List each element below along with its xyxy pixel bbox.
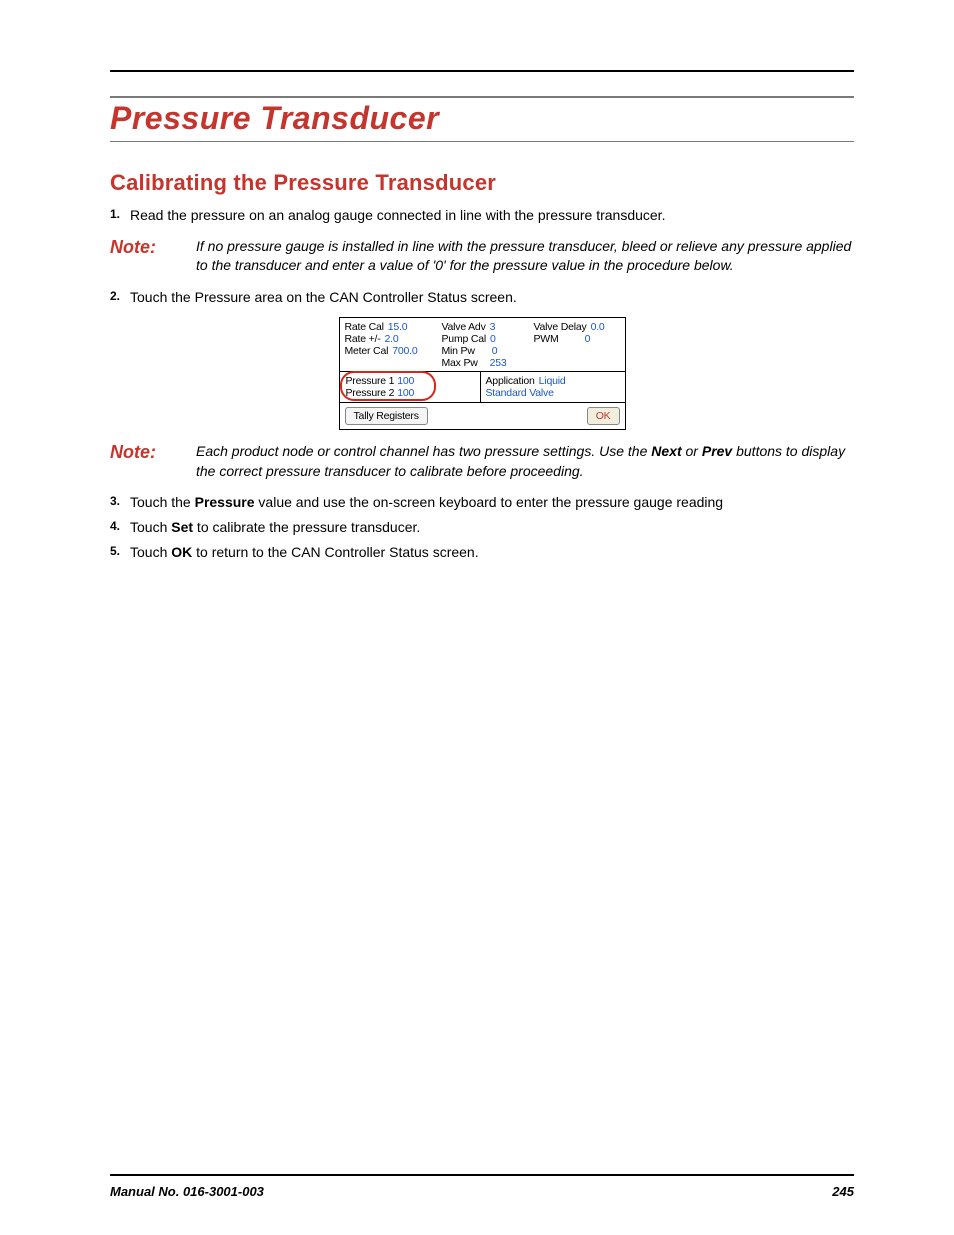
pressure-keyword: Pressure bbox=[195, 494, 255, 510]
step-number: 4. bbox=[110, 518, 130, 537]
note-text: Each product node or control channel has… bbox=[196, 443, 651, 459]
pump-cal[interactable]: Pump Cal0 bbox=[442, 333, 534, 345]
can-status-figure: Rate Cal15.0 Valve Adv3 Valve Delay0.0 R… bbox=[110, 317, 854, 430]
pressure-area[interactable]: Pressure 1100 Pressure 2100 bbox=[340, 372, 434, 402]
empty-cell bbox=[434, 372, 480, 402]
application-type[interactable]: ApplicationLiquid bbox=[486, 375, 620, 387]
page-number: 245 bbox=[832, 1184, 854, 1199]
panel-middle: Pressure 1100 Pressure 2100 ApplicationL… bbox=[340, 371, 625, 402]
max-pw[interactable]: Max Pw253 bbox=[442, 357, 534, 369]
note-label: Note: bbox=[110, 237, 196, 276]
step-3: 3. Touch the Pressure value and use the … bbox=[110, 493, 854, 512]
rate-pm[interactable]: Rate +/-2.0 bbox=[345, 333, 442, 345]
step-5: 5. Touch OK to return to the CAN Control… bbox=[110, 543, 854, 562]
empty-cell bbox=[534, 345, 626, 357]
application-area[interactable]: ApplicationLiquid Standard Valve bbox=[480, 372, 625, 402]
min-pw[interactable]: Min Pw0 bbox=[442, 345, 534, 357]
meter-cal[interactable]: Meter Cal700.0 bbox=[345, 345, 442, 357]
rate-cal[interactable]: Rate Cal15.0 bbox=[345, 321, 442, 333]
steps-part3: 3. Touch the Pressure value and use the … bbox=[110, 493, 854, 562]
panel-top-grid: Rate Cal15.0 Valve Adv3 Valve Delay0.0 R… bbox=[340, 318, 625, 371]
ok-keyword: OK bbox=[171, 544, 192, 560]
pwm[interactable]: PWM0 bbox=[534, 333, 626, 345]
panel-bottom: Tally Registers OK bbox=[340, 402, 625, 429]
step-text: Touch OK to return to the CAN Controller… bbox=[130, 543, 854, 562]
prev-keyword: Prev bbox=[702, 443, 732, 459]
note-body: If no pressure gauge is installed in lin… bbox=[196, 237, 854, 276]
steps-part1: 1. Read the pressure on an analog gauge … bbox=[110, 206, 854, 225]
empty-cell bbox=[534, 357, 626, 369]
tally-registers-button[interactable]: Tally Registers bbox=[345, 407, 428, 425]
can-status-panel[interactable]: Rate Cal15.0 Valve Adv3 Valve Delay0.0 R… bbox=[339, 317, 626, 430]
ok-button[interactable]: OK bbox=[587, 407, 620, 425]
note-1: Note: If no pressure gauge is installed … bbox=[110, 237, 854, 276]
note-text: or bbox=[682, 443, 702, 459]
page: Pressure Transducer Calibrating the Pres… bbox=[0, 0, 954, 1235]
valve-delay[interactable]: Valve Delay0.0 bbox=[534, 321, 626, 333]
set-keyword: Set bbox=[171, 519, 193, 535]
step-4: 4. Touch Set to calibrate the pressure t… bbox=[110, 518, 854, 537]
note-label: Note: bbox=[110, 442, 196, 481]
step-number: 5. bbox=[110, 543, 130, 562]
step-number: 2. bbox=[110, 288, 130, 307]
step-number: 1. bbox=[110, 206, 130, 225]
pressure-2[interactable]: Pressure 2100 bbox=[346, 387, 428, 399]
standard-valve[interactable]: Standard Valve bbox=[486, 387, 620, 399]
steps-part2: 2. Touch the Pressure area on the CAN Co… bbox=[110, 288, 854, 307]
top-rule bbox=[110, 70, 854, 72]
valve-adv[interactable]: Valve Adv3 bbox=[442, 321, 534, 333]
pressure-1[interactable]: Pressure 1100 bbox=[346, 375, 428, 387]
step-number: 3. bbox=[110, 493, 130, 512]
page-footer: Manual No. 016-3001-003 245 bbox=[110, 1174, 854, 1199]
step-1: 1. Read the pressure on an analog gauge … bbox=[110, 206, 854, 225]
step-text: Touch the Pressure area on the CAN Contr… bbox=[130, 288, 854, 307]
step-text: Read the pressure on an analog gauge con… bbox=[130, 206, 854, 225]
section-title: Calibrating the Pressure Transducer bbox=[110, 170, 854, 196]
step-2: 2. Touch the Pressure area on the CAN Co… bbox=[110, 288, 854, 307]
manual-number: Manual No. 016-3001-003 bbox=[110, 1184, 264, 1199]
step-text: Touch the Pressure value and use the on-… bbox=[130, 493, 854, 512]
note-body: Each product node or control channel has… bbox=[196, 442, 854, 481]
note-2: Note: Each product node or control chann… bbox=[110, 442, 854, 481]
step-text: Touch Set to calibrate the pressure tran… bbox=[130, 518, 854, 537]
chapter-title: Pressure Transducer bbox=[110, 96, 854, 142]
next-keyword: Next bbox=[651, 443, 681, 459]
empty-cell bbox=[345, 357, 442, 369]
